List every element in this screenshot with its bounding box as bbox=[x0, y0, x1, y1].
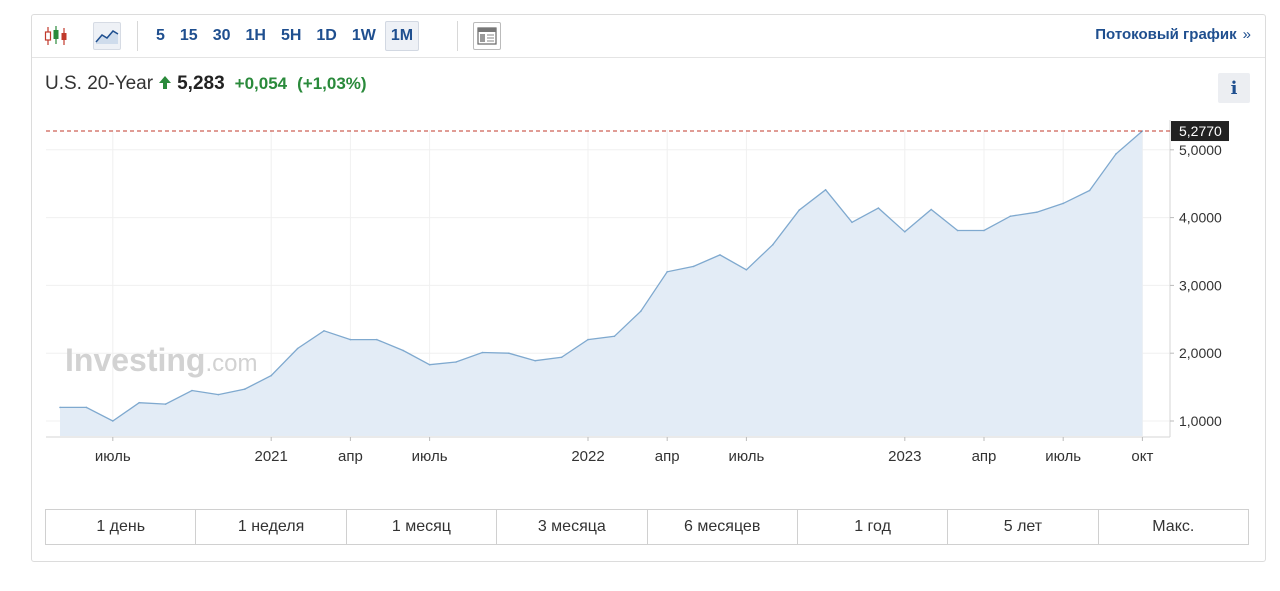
info-button[interactable]: i bbox=[1218, 73, 1250, 103]
interval-1h[interactable]: 1H bbox=[245, 27, 266, 44]
data-point bbox=[534, 359, 536, 362]
x-tick-label: июль bbox=[95, 448, 131, 465]
range-button[interactable]: 1 неделя bbox=[196, 510, 347, 544]
data-point bbox=[587, 338, 589, 341]
data-point bbox=[1115, 153, 1117, 155]
x-tick-label: 2021 bbox=[255, 448, 288, 465]
toolbar-divider bbox=[457, 21, 458, 51]
data-point bbox=[270, 374, 272, 377]
range-button[interactable]: 1 год bbox=[798, 510, 949, 544]
data-point bbox=[455, 361, 457, 363]
last-value-label: 5,2770 bbox=[1179, 123, 1222, 139]
data-point bbox=[244, 388, 246, 390]
data-point bbox=[877, 207, 880, 209]
last-price: 5,283 bbox=[177, 73, 225, 94]
data-point bbox=[640, 310, 642, 313]
data-point bbox=[191, 389, 193, 392]
data-point bbox=[164, 403, 167, 405]
data-point bbox=[666, 271, 668, 273]
data-point bbox=[349, 338, 352, 341]
candlestick-chart-icon[interactable] bbox=[42, 22, 70, 50]
interval-selector: 5 15 30 1H 5H 1D 1W 1M bbox=[150, 15, 422, 57]
x-tick-label: июль bbox=[1045, 448, 1081, 465]
interval-1w[interactable]: 1W bbox=[351, 27, 376, 44]
data-point bbox=[772, 243, 774, 246]
up-arrow-icon bbox=[159, 76, 172, 92]
data-point bbox=[983, 229, 985, 232]
quote-header: U.S. 20-Year 5,283 +0,054 (+1,03%) bbox=[45, 73, 367, 95]
data-point bbox=[851, 221, 853, 224]
interval-5[interactable]: 5 bbox=[156, 27, 165, 44]
y-tick-label: 5,0000 bbox=[1179, 142, 1222, 158]
range-button[interactable]: 3 месяца bbox=[497, 510, 648, 544]
last-value-badge bbox=[1171, 121, 1229, 142]
data-point bbox=[481, 351, 484, 354]
data-point bbox=[296, 347, 299, 350]
price-line bbox=[60, 130, 1143, 422]
investing-watermark: Investing.com bbox=[65, 342, 257, 378]
streaming-chart-label: Потоковый график bbox=[1095, 26, 1237, 43]
data-point bbox=[402, 349, 405, 352]
data-point bbox=[904, 231, 906, 233]
data-point bbox=[930, 208, 932, 211]
data-point bbox=[112, 420, 114, 422]
data-point bbox=[217, 393, 220, 396]
x-tick-label: апр bbox=[338, 448, 363, 465]
line-chart-icon[interactable] bbox=[93, 22, 121, 50]
y-tick-label: 4,0000 bbox=[1179, 210, 1222, 226]
toolbar-divider bbox=[137, 21, 138, 51]
price-area-fill bbox=[60, 131, 1143, 436]
chart-toolbar: 5 15 30 1H 5H 1D 1W 1M Потоковый график » bbox=[32, 15, 1265, 58]
interval-5h[interactable]: 5H bbox=[280, 27, 302, 44]
interval-30[interactable]: 30 bbox=[212, 27, 231, 44]
data-point bbox=[508, 352, 510, 355]
price-change-percent: (+1,03%) bbox=[297, 74, 367, 93]
data-point bbox=[1009, 215, 1012, 217]
data-point bbox=[719, 254, 721, 256]
instrument-name: U.S. 20-Year bbox=[45, 73, 154, 94]
double-chevron-right-icon: » bbox=[1242, 26, 1251, 43]
data-point bbox=[692, 265, 695, 268]
streaming-chart-link[interactable]: Потоковый график » bbox=[1095, 26, 1251, 43]
data-point bbox=[798, 209, 800, 211]
data-point bbox=[85, 406, 88, 409]
interval-15[interactable]: 15 bbox=[179, 27, 198, 44]
range-button[interactable]: 1 день bbox=[46, 510, 197, 544]
data-point bbox=[1062, 202, 1064, 205]
data-point bbox=[138, 401, 140, 404]
range-button[interactable]: 5 лет bbox=[948, 510, 1099, 544]
y-tick-label: 2,0000 bbox=[1179, 345, 1222, 361]
data-point bbox=[824, 189, 827, 191]
data-point bbox=[745, 269, 748, 271]
data-point bbox=[613, 335, 616, 338]
x-tick-label: июль bbox=[728, 448, 764, 465]
data-point bbox=[1036, 211, 1038, 213]
price-change: +0,054 bbox=[234, 74, 288, 93]
x-tick-label: 2022 bbox=[571, 448, 604, 465]
data-point bbox=[956, 229, 959, 232]
y-tick-label: 1,0000 bbox=[1179, 413, 1222, 429]
y-tick-label: 3,0000 bbox=[1179, 277, 1222, 293]
data-point bbox=[376, 338, 378, 341]
range-button[interactable]: Макс. bbox=[1152, 518, 1195, 535]
range-button[interactable]: 6 месяцев bbox=[648, 510, 798, 544]
x-tick-label: апр bbox=[655, 448, 680, 465]
range-button[interactable]: 1 месяц bbox=[347, 510, 498, 544]
layout-grid-icon[interactable] bbox=[473, 22, 501, 50]
chart-widget: Investing.com 1,0000 2,0000 3,0000 4,0000 5,0… bbox=[31, 14, 1266, 562]
data-point bbox=[323, 330, 325, 332]
data-point bbox=[59, 406, 61, 409]
time-range-selector: 1 день 1 неделя 1 месяц 3 месяца 6 месяцев 1 … bbox=[45, 509, 1249, 545]
data-point bbox=[1088, 189, 1091, 192]
interval-1m[interactable]: 1M bbox=[384, 21, 420, 51]
price-chart[interactable]: Investing.com 1,0000 2,0000 3,0000 4,0000 5,0… bbox=[32, 15, 1265, 505]
x-tick-label: июль bbox=[412, 448, 448, 465]
x-tick-label: 2023 bbox=[888, 448, 921, 465]
x-tick-label: окт bbox=[1131, 448, 1153, 465]
data-point bbox=[428, 363, 431, 366]
interval-1d[interactable]: 1D bbox=[316, 27, 337, 44]
data-point bbox=[560, 356, 563, 359]
x-tick-label: апр bbox=[972, 448, 997, 465]
